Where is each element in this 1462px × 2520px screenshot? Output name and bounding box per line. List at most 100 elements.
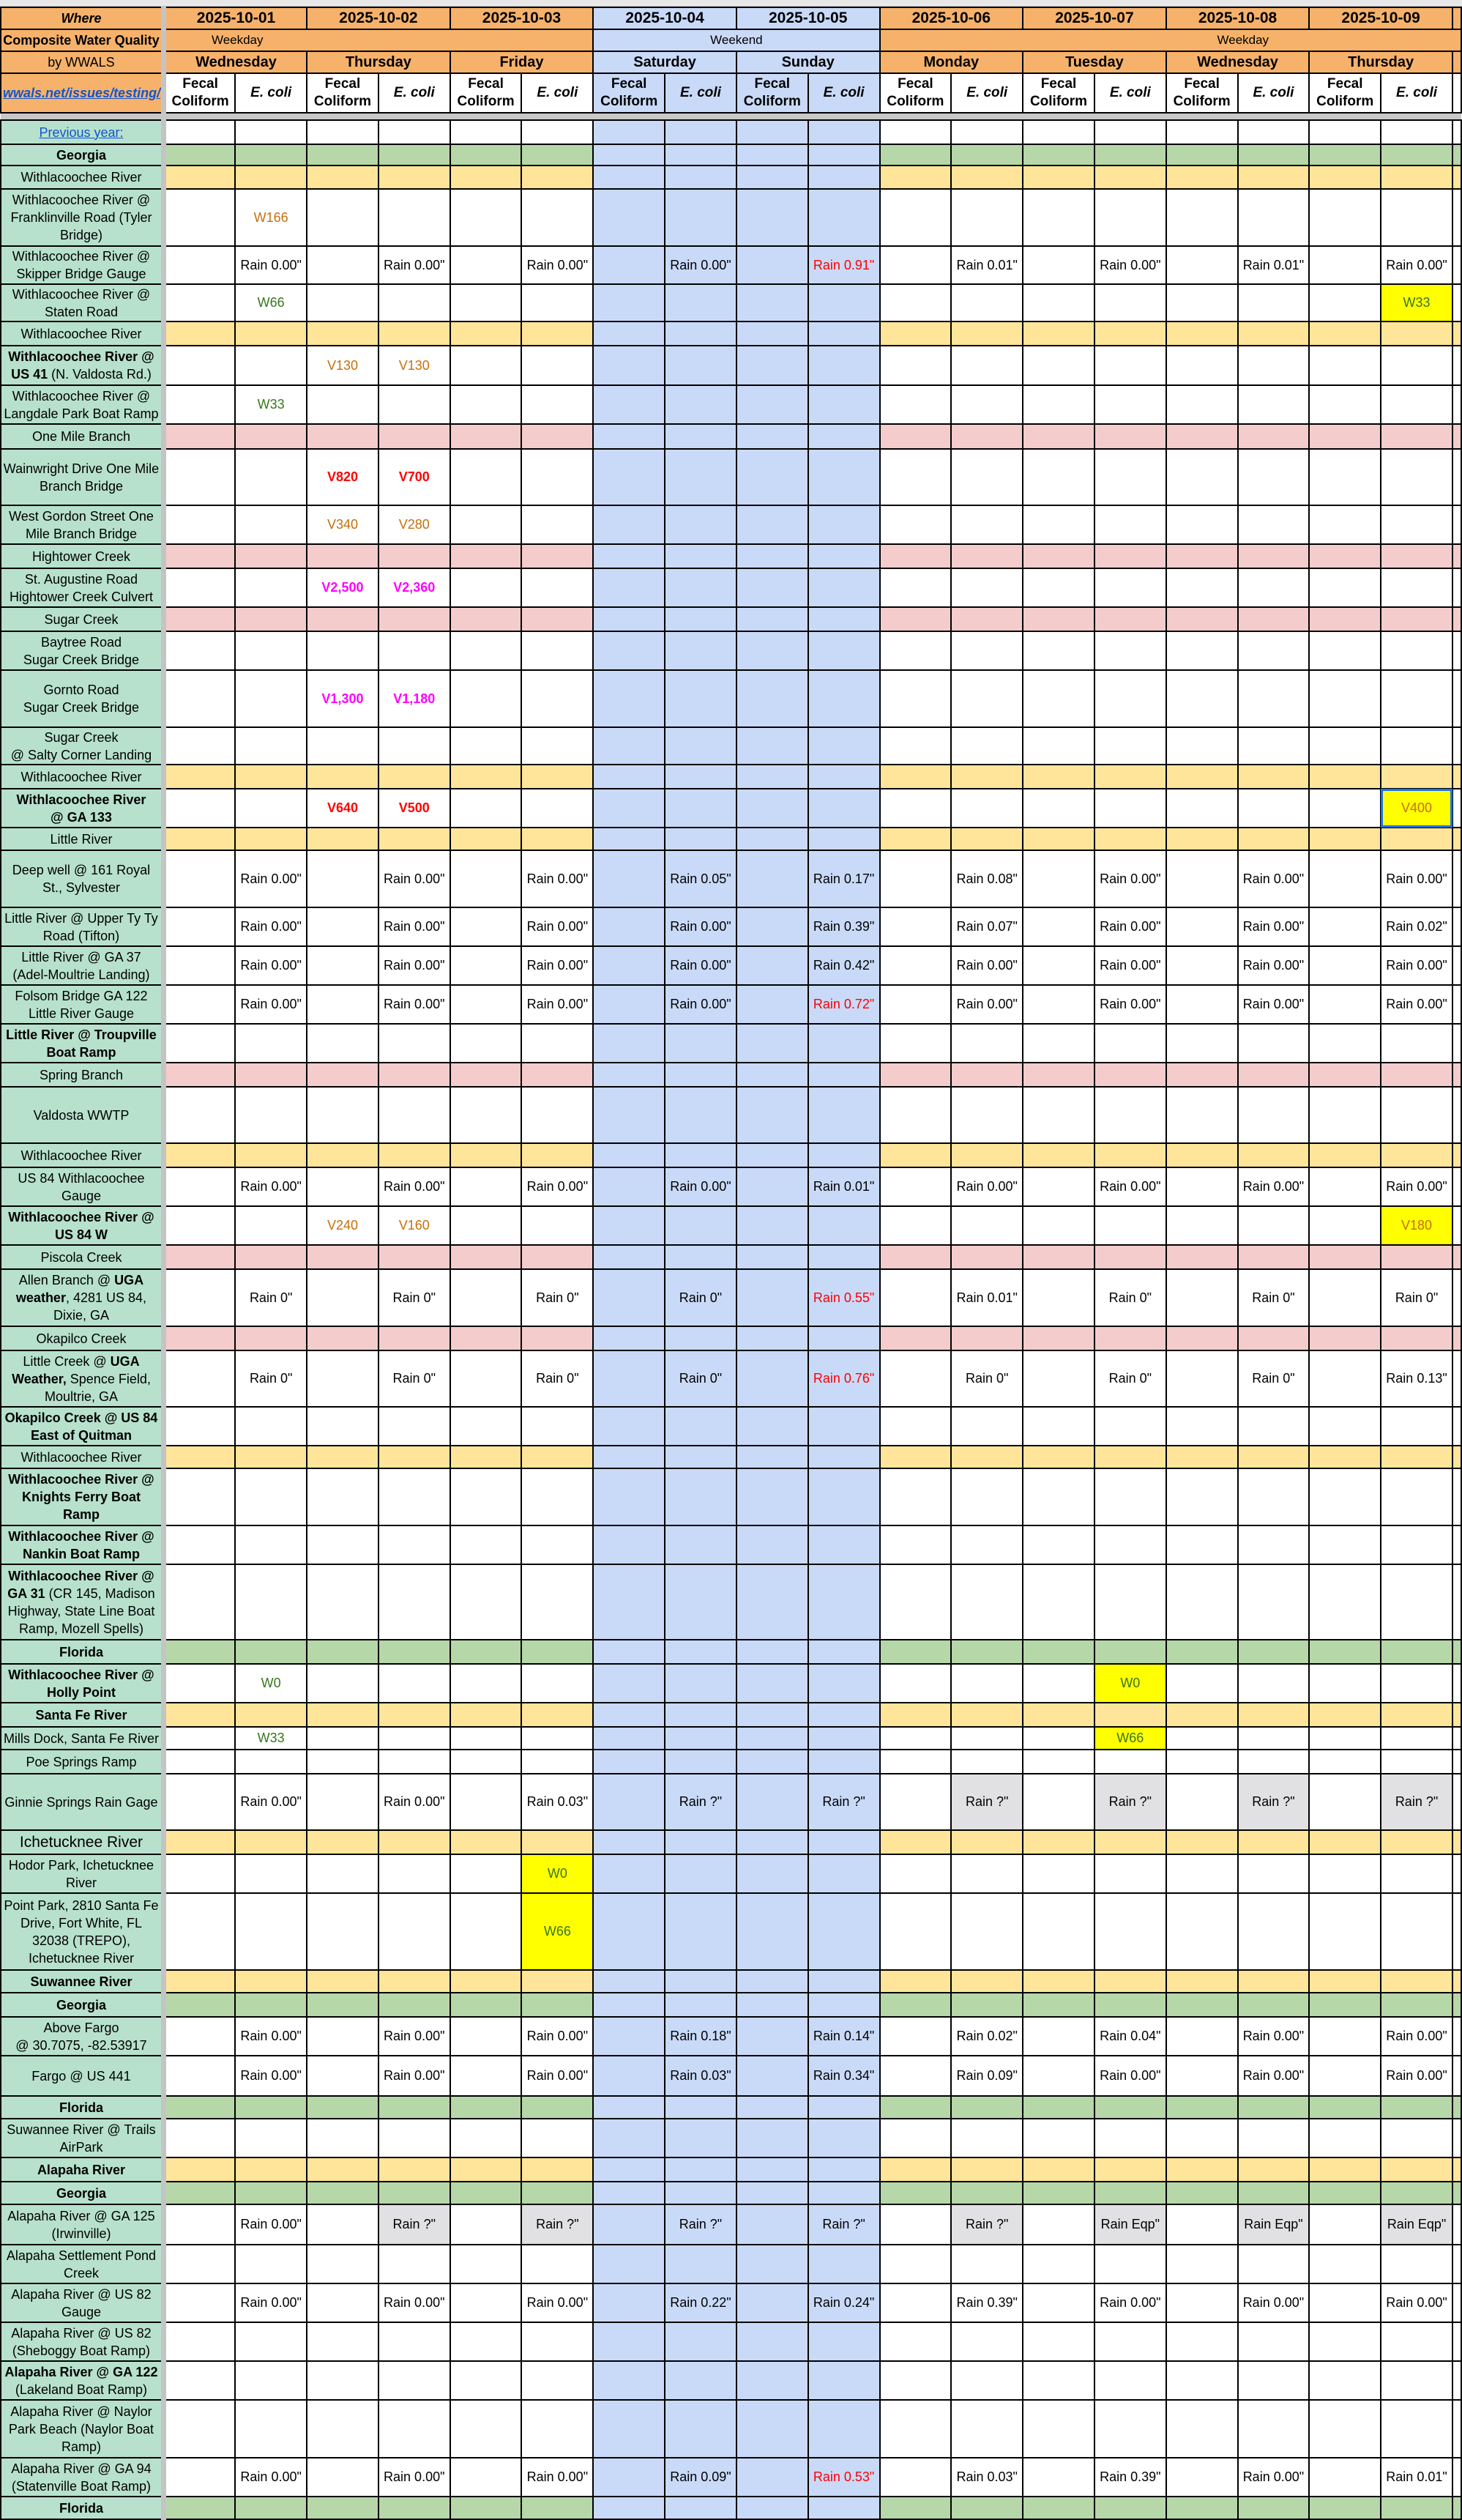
fecal-coliform-cell[interactable]	[449, 2360, 523, 2401]
fecal-coliform-cell[interactable]	[592, 2016, 666, 2056]
e-coli-cell[interactable]	[1380, 1992, 1453, 2018]
next-day-cell[interactable]	[1451, 827, 1462, 851]
e-coli-cell[interactable]	[664, 606, 737, 632]
fecal-coliform-cell[interactable]	[879, 119, 952, 145]
fecal-coliform-cell[interactable]	[1165, 1244, 1239, 1270]
e-coli-cell[interactable]	[1237, 1564, 1310, 1640]
fecal-coliform-cell[interactable]	[1165, 283, 1239, 322]
e-coli-cell[interactable]	[521, 2157, 594, 2182]
fecal-coliform-cell[interactable]	[163, 1167, 236, 1207]
rain-cell[interactable]: Rain 0.00"	[234, 1773, 308, 1831]
fecal-coliform-cell[interactable]	[449, 543, 523, 569]
e-coli-cell[interactable]	[1380, 188, 1453, 247]
fecal-coliform-cell[interactable]	[1022, 1525, 1095, 1565]
e-coli-cell[interactable]	[807, 2118, 881, 2158]
e-coli-cell[interactable]	[377, 119, 451, 145]
fecal-coliform-cell[interactable]	[1308, 850, 1382, 908]
e-coli-cell[interactable]	[377, 631, 451, 671]
fecal-coliform-cell[interactable]	[1022, 119, 1095, 145]
e-coli-cell[interactable]	[1237, 2095, 1310, 2119]
rain-cell[interactable]: Rain Eqp"	[1237, 2204, 1310, 2245]
bacteria-cell[interactable]: W66	[1093, 1726, 1167, 1750]
e-coli-cell[interactable]	[950, 1663, 1024, 1703]
e-coli-cell[interactable]	[1093, 1639, 1167, 1665]
frozen-row-divider[interactable]	[1, 113, 1461, 120]
fecal-coliform-cell[interactable]	[163, 945, 236, 986]
fecal-coliform-cell[interactable]	[306, 283, 379, 322]
fecal-coliform-cell[interactable]	[735, 1726, 809, 1750]
e-coli-cell[interactable]	[950, 1992, 1024, 2018]
fecal-coliform-cell[interactable]	[163, 1244, 236, 1270]
e-coli-cell[interactable]	[807, 188, 881, 247]
e-coli-cell[interactable]	[521, 2496, 594, 2520]
fecal-coliform-cell[interactable]	[163, 1086, 236, 1144]
testing-link[interactable]: wwals.net/issues/testing/	[3, 86, 161, 100]
bacteria-cell[interactable]: W66	[234, 283, 308, 322]
e-coli-cell[interactable]	[1380, 1062, 1453, 1088]
fecal-coliform-cell[interactable]	[1165, 1726, 1239, 1750]
e-coli-cell[interactable]	[234, 119, 308, 145]
e-coli-cell[interactable]	[807, 1023, 881, 1063]
rain-cell[interactable]: Rain 0.00"	[377, 2055, 451, 2097]
fecal-coliform-cell[interactable]	[735, 283, 809, 322]
e-coli-cell[interactable]	[664, 1663, 737, 1703]
fecal-coliform-cell[interactable]	[449, 764, 523, 789]
next-day-cell[interactable]	[1451, 2055, 1462, 2097]
fecal-coliform-cell[interactable]	[592, 945, 666, 986]
fecal-coliform-cell[interactable]	[306, 764, 379, 789]
fecal-coliform-cell[interactable]	[449, 1702, 523, 1728]
fecal-coliform-cell[interactable]	[1022, 2283, 1095, 2323]
fecal-coliform-cell[interactable]	[1308, 1086, 1382, 1144]
e-coli-cell[interactable]	[377, 1062, 451, 1088]
fecal-coliform-cell[interactable]	[735, 245, 809, 285]
e-coli-cell[interactable]	[664, 2322, 737, 2362]
rain-cell[interactable]: Rain 0.00"	[1380, 2055, 1453, 2097]
fecal-coliform-cell[interactable]	[1308, 1639, 1382, 1665]
fecal-coliform-cell[interactable]	[1308, 119, 1382, 145]
fecal-coliform-cell[interactable]	[1165, 1749, 1239, 1774]
fecal-coliform-cell[interactable]	[163, 1062, 236, 1088]
e-coli-cell[interactable]	[664, 631, 737, 671]
fecal-coliform-cell[interactable]	[592, 188, 666, 247]
fecal-coliform-cell[interactable]	[163, 1525, 236, 1565]
fecal-coliform-cell[interactable]	[879, 984, 952, 1025]
fecal-coliform-cell[interactable]	[879, 2322, 952, 2362]
rain-cell[interactable]: Rain 0.00"	[521, 945, 594, 986]
e-coli-cell[interactable]	[234, 1326, 308, 1351]
e-coli-cell[interactable]	[234, 1829, 308, 1855]
rain-cell[interactable]: Rain 0.00"	[377, 850, 451, 908]
fecal-coliform-cell[interactable]	[306, 1406, 379, 1446]
fecal-coliform-cell[interactable]	[879, 1663, 952, 1703]
fecal-coliform-cell[interactable]	[592, 1086, 666, 1144]
e-coli-cell[interactable]	[1093, 1445, 1167, 1469]
rain-cell[interactable]: Rain 0.00"	[377, 2283, 451, 2323]
e-coli-cell[interactable]	[950, 631, 1024, 671]
e-coli-cell[interactable]	[234, 1992, 308, 2018]
fecal-coliform-cell[interactable]	[306, 1639, 379, 1665]
e-coli-cell[interactable]	[1093, 2322, 1167, 2362]
fecal-coliform-cell[interactable]	[1165, 144, 1239, 166]
fecal-coliform-cell[interactable]	[1308, 543, 1382, 569]
fecal-coliform-cell[interactable]	[449, 448, 523, 506]
e-coli-cell[interactable]	[521, 165, 594, 190]
e-coli-cell[interactable]	[1093, 283, 1167, 322]
e-coli-cell[interactable]	[1237, 2118, 1310, 2158]
fecal-coliform-cell[interactable]	[1165, 2399, 1239, 2458]
fecal-coliform-cell[interactable]	[1165, 1326, 1239, 1351]
fecal-coliform-cell[interactable]	[735, 827, 809, 851]
fecal-coliform-cell[interactable]	[449, 2496, 523, 2520]
next-day-cell[interactable]	[1451, 2244, 1462, 2284]
fecal-coliform-cell[interactable]	[1165, 1639, 1239, 1665]
rain-cell[interactable]: Rain 0.00"	[1380, 2016, 1453, 2056]
bacteria-cell[interactable]: W0	[234, 1663, 308, 1703]
rain-cell[interactable]: Rain 0.00"	[1093, 1167, 1167, 1207]
e-coli-cell[interactable]	[950, 1702, 1024, 1728]
next-day-cell[interactable]	[1451, 321, 1462, 346]
fecal-coliform-cell[interactable]	[163, 423, 236, 450]
e-coli-cell[interactable]	[807, 2181, 881, 2205]
e-coli-cell[interactable]	[1093, 2244, 1167, 2284]
fecal-coliform-cell[interactable]	[735, 1023, 809, 1063]
e-coli-cell[interactable]	[950, 1525, 1024, 1565]
e-coli-cell[interactable]	[950, 423, 1024, 450]
next-day-cell[interactable]	[1451, 1350, 1462, 1408]
